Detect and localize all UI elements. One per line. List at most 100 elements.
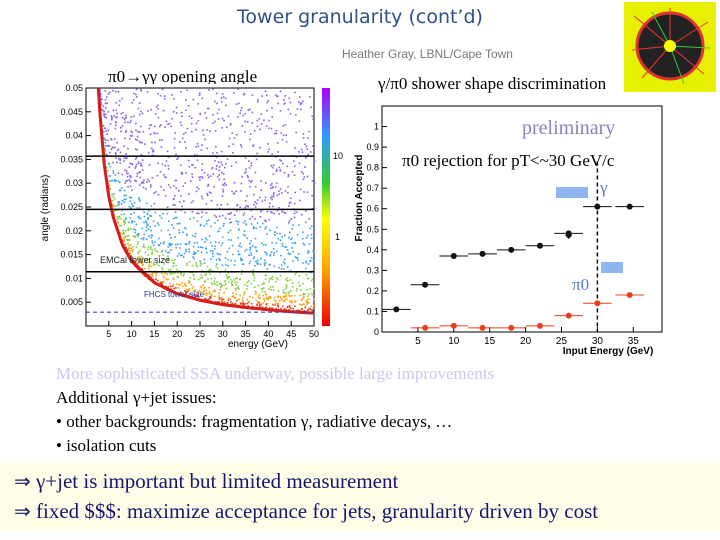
y-tick-label: 1: [374, 122, 379, 132]
scatter-point: [207, 107, 210, 110]
scatter-point: [274, 234, 276, 236]
scatter-point: [205, 237, 207, 239]
scatter-point: [139, 260, 141, 263]
scatter-point: [225, 104, 227, 107]
scatter-point: [258, 304, 261, 306]
scatter-point: [216, 284, 218, 287]
scatter-point: [275, 250, 278, 252]
scatter-point: [200, 251, 203, 254]
scatter-point: [159, 242, 162, 244]
scatter-point: [115, 205, 117, 207]
scatter-point: [230, 165, 233, 167]
x-tick-label: 45: [286, 329, 296, 339]
y-tick-label: 0: [374, 327, 379, 337]
scatter-point: [127, 147, 129, 150]
scatter-point: [266, 268, 269, 270]
scatter-point: [107, 129, 110, 132]
x-tick-label: 20: [520, 336, 532, 347]
scatter-point: [311, 309, 314, 311]
scatter-point: [253, 130, 256, 132]
scatter-point: [197, 278, 200, 281]
scatter-point: [298, 309, 300, 312]
scatter-point: [255, 260, 257, 262]
scatter-point: [276, 232, 279, 235]
scatter-point: [268, 127, 270, 130]
scatter-point: [145, 188, 147, 190]
scatter-point: [185, 172, 187, 174]
scatter-point: [304, 143, 306, 146]
y-tick-label: 0.8: [366, 163, 379, 173]
scatter-point: [282, 162, 284, 165]
scatter-point: [274, 303, 277, 305]
scatter-point: [287, 108, 290, 111]
y-tick-label: 0.05: [65, 84, 83, 93]
scatter-point: [227, 259, 229, 261]
scatter-point: [235, 190, 237, 192]
scatter-point: [264, 259, 266, 262]
scatter-point: [160, 124, 162, 126]
x-tick-label: 30: [592, 336, 604, 347]
scatter-point: [147, 151, 150, 154]
scatter-point: [215, 168, 218, 170]
left-plot-subtitle: π0→γγ opening angle: [108, 67, 258, 86]
scatter-point: [107, 93, 110, 95]
scatter-point: [220, 204, 223, 206]
scatter-point: [161, 268, 164, 271]
scatter-point: [192, 256, 194, 258]
scatter-point: [278, 266, 280, 269]
scatter-point: [248, 179, 251, 182]
scatter-point: [299, 294, 302, 296]
scatter-point: [251, 180, 253, 182]
scatter-point: [312, 250, 315, 253]
scatter-point: [266, 101, 268, 104]
y-tick-label: 0.2: [366, 286, 379, 296]
scatter-point: [206, 147, 209, 150]
scatter-point: [240, 190, 242, 192]
scatter-point: [232, 295, 235, 297]
scatter-point: [276, 302, 279, 304]
scatter-point: [183, 200, 185, 202]
scatter-point: [280, 267, 283, 270]
scatter-point: [217, 253, 220, 255]
scatter-point: [252, 245, 254, 247]
scatter-point: [269, 202, 271, 205]
scatter-point: [233, 214, 236, 216]
scatter-point: [186, 262, 188, 265]
scatter-point: [161, 272, 163, 275]
scatter-point: [271, 107, 273, 109]
scatter-point: [121, 125, 124, 127]
scatter-point: [192, 245, 195, 248]
scatter-point: [118, 215, 120, 218]
y-tick-label: 0.015: [60, 250, 83, 260]
scatter-point: [270, 251, 273, 253]
scatter-point: [309, 288, 312, 290]
scatter-point: [130, 207, 132, 210]
scatter-point: [119, 151, 122, 154]
scatter-point: [312, 257, 315, 260]
scatter-point: [218, 292, 220, 294]
scatter-point: [196, 154, 199, 157]
scatter-point: [286, 266, 289, 268]
scatter-point: [285, 279, 287, 281]
pi0-data-point: [422, 324, 429, 331]
scatter-point: [180, 164, 182, 167]
scatter-point: [199, 265, 202, 267]
scatter-point: [188, 115, 191, 117]
scatter-point: [216, 263, 218, 265]
scatter-point: [253, 256, 256, 258]
scatter-point: [242, 302, 244, 304]
scatter-point: [183, 256, 185, 258]
scatter-point: [219, 282, 222, 285]
scatter-point: [244, 131, 246, 133]
scatter-point: [142, 257, 144, 260]
scatter-point: [240, 259, 242, 261]
scatter-point: [215, 145, 217, 148]
scatter-point: [250, 252, 252, 254]
scatter-point: [248, 160, 250, 162]
scatter-point: [185, 291, 187, 293]
scatter-point: [150, 234, 153, 236]
scatter-point: [150, 276, 153, 279]
scatter-point: [239, 206, 241, 208]
conclusion-text-1: γ+jet is important but limited measureme…: [36, 469, 399, 493]
scatter-point: [188, 242, 190, 245]
